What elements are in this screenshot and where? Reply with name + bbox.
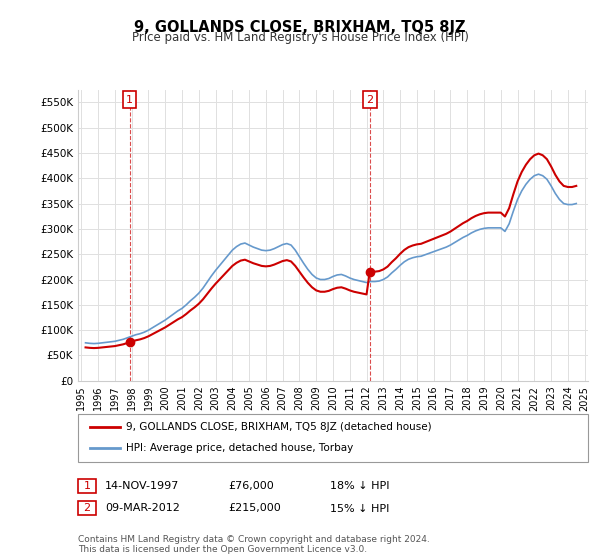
Text: 9, GOLLANDS CLOSE, BRIXHAM, TQ5 8JZ: 9, GOLLANDS CLOSE, BRIXHAM, TQ5 8JZ: [134, 20, 466, 35]
Text: 2: 2: [366, 95, 373, 105]
Text: HPI: Average price, detached house, Torbay: HPI: Average price, detached house, Torb…: [126, 443, 353, 453]
Text: Contains HM Land Registry data © Crown copyright and database right 2024.
This d: Contains HM Land Registry data © Crown c…: [78, 535, 430, 554]
Text: 18% ↓ HPI: 18% ↓ HPI: [330, 481, 389, 491]
Text: 2: 2: [83, 503, 91, 514]
Text: Price paid vs. HM Land Registry's House Price Index (HPI): Price paid vs. HM Land Registry's House …: [131, 31, 469, 44]
Text: 09-MAR-2012: 09-MAR-2012: [105, 503, 180, 514]
Text: 1: 1: [126, 95, 133, 105]
Text: 1: 1: [83, 481, 91, 491]
Text: 15% ↓ HPI: 15% ↓ HPI: [330, 503, 389, 514]
Text: 14-NOV-1997: 14-NOV-1997: [105, 481, 179, 491]
Text: 9, GOLLANDS CLOSE, BRIXHAM, TQ5 8JZ (detached house): 9, GOLLANDS CLOSE, BRIXHAM, TQ5 8JZ (det…: [126, 422, 431, 432]
Text: £215,000: £215,000: [228, 503, 281, 514]
Text: £76,000: £76,000: [228, 481, 274, 491]
